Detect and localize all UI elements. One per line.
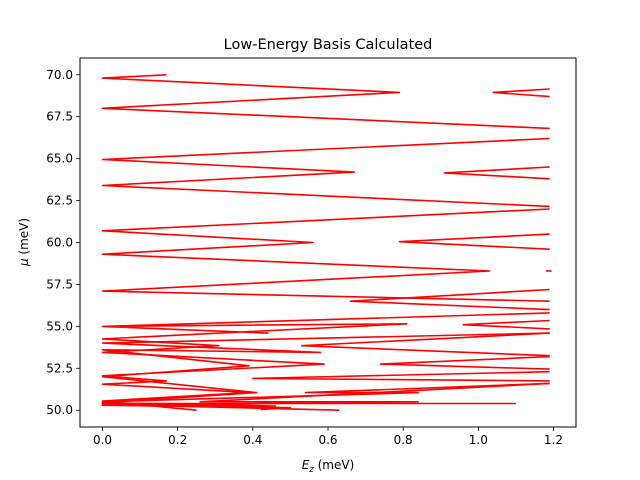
y-tick-label: 60.0 — [46, 236, 73, 250]
y-tick-label: 50.0 — [46, 403, 73, 417]
series-line-15 — [101, 382, 550, 405]
series-line-11 — [101, 332, 550, 411]
y-axis-ticks: 50.0 52.5 55.0 57.5 60.0 62.5 65.0 67.5 70.0 — [46, 68, 80, 417]
y-axis-label-unit: (meV) — [17, 218, 31, 258]
x-tick-label: 1.2 — [544, 433, 563, 447]
series-line-8 — [349, 288, 550, 311]
series-line-16 — [101, 382, 550, 411]
y-tick-label: 52.5 — [46, 361, 73, 375]
x-axis-label-subscript: z — [308, 465, 314, 475]
series-line-10 — [462, 319, 550, 330]
x-axis-label-unit: (meV) — [314, 458, 354, 472]
plot-lines — [101, 74, 552, 411]
y-axis-label: μ (meV) — [17, 218, 31, 267]
x-tick-label: 1.0 — [469, 433, 488, 447]
y-tick-label: 70.0 — [46, 68, 73, 82]
series-line-14 — [252, 370, 550, 382]
series-line-5 — [101, 208, 550, 302]
x-axis-ticks: 0.0 0.2 0.4 0.6 0.8 1.0 1.2 — [93, 427, 563, 447]
series-line-12 — [300, 332, 550, 357]
x-tick-label: 0.0 — [93, 433, 112, 447]
series-line-1 — [101, 74, 550, 130]
series-line-9 — [101, 312, 550, 411]
x-tick-label: 0.6 — [318, 433, 337, 447]
series-line-4 — [443, 166, 550, 180]
y-axis-label-main: μ — [17, 258, 31, 267]
y-tick-label: 65.0 — [46, 152, 73, 166]
y-tick-label: 57.5 — [46, 277, 73, 291]
y-tick-label: 62.5 — [46, 194, 73, 208]
series-line-3 — [101, 137, 550, 208]
chart-title: Low-Energy Basis Calculated — [224, 37, 433, 53]
x-tick-label: 0.2 — [168, 433, 187, 447]
series-line-6 — [398, 233, 550, 250]
y-tick-label: 55.0 — [46, 319, 73, 333]
y-tick-label: 67.5 — [46, 110, 73, 124]
x-tick-label: 0.8 — [394, 433, 413, 447]
x-tick-label: 0.4 — [243, 433, 262, 447]
x-axis-label: Ez (meV) — [302, 458, 355, 475]
series-line-13 — [379, 355, 550, 370]
x-axis-label-main: E — [302, 458, 310, 472]
series-line-2 — [492, 88, 550, 98]
plot-frame — [79, 57, 577, 428]
